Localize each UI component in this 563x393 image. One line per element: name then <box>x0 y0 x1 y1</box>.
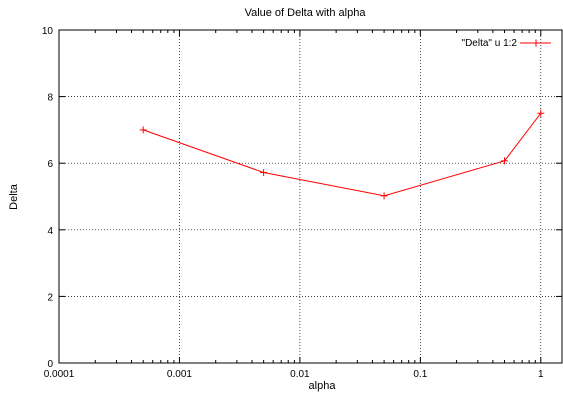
x-axis-label: alpha <box>309 380 337 392</box>
y-tick-label: 0 <box>47 359 53 370</box>
y-tick-label: 6 <box>47 159 53 170</box>
data-point <box>380 192 388 200</box>
y-tick-label: 4 <box>47 226 53 237</box>
legend: "Delta" u 1:2 <box>462 38 551 49</box>
data-point <box>260 169 268 177</box>
legend-marker <box>532 39 540 47</box>
plot-frame <box>58 29 563 364</box>
x-tick-label: 1 <box>538 369 544 380</box>
x-tick-label: 0.01 <box>290 369 310 380</box>
x-tick-label: 0.1 <box>413 369 427 380</box>
y-tick-label: 2 <box>47 292 53 303</box>
data-point <box>139 126 147 134</box>
y-tick-label: 10 <box>42 26 54 37</box>
series-layer <box>139 109 545 200</box>
x-tick-label: 0.001 <box>167 369 192 380</box>
y-axis-label: Delta <box>8 183 20 210</box>
data-point <box>501 157 509 165</box>
x-tick-label: 0.0001 <box>44 369 75 380</box>
chart-title: Value of Delta with alpha <box>245 7 367 19</box>
legend-label: "Delta" u 1:2 <box>462 38 518 49</box>
data-point <box>537 109 545 117</box>
y-tick-label: 8 <box>47 93 53 104</box>
